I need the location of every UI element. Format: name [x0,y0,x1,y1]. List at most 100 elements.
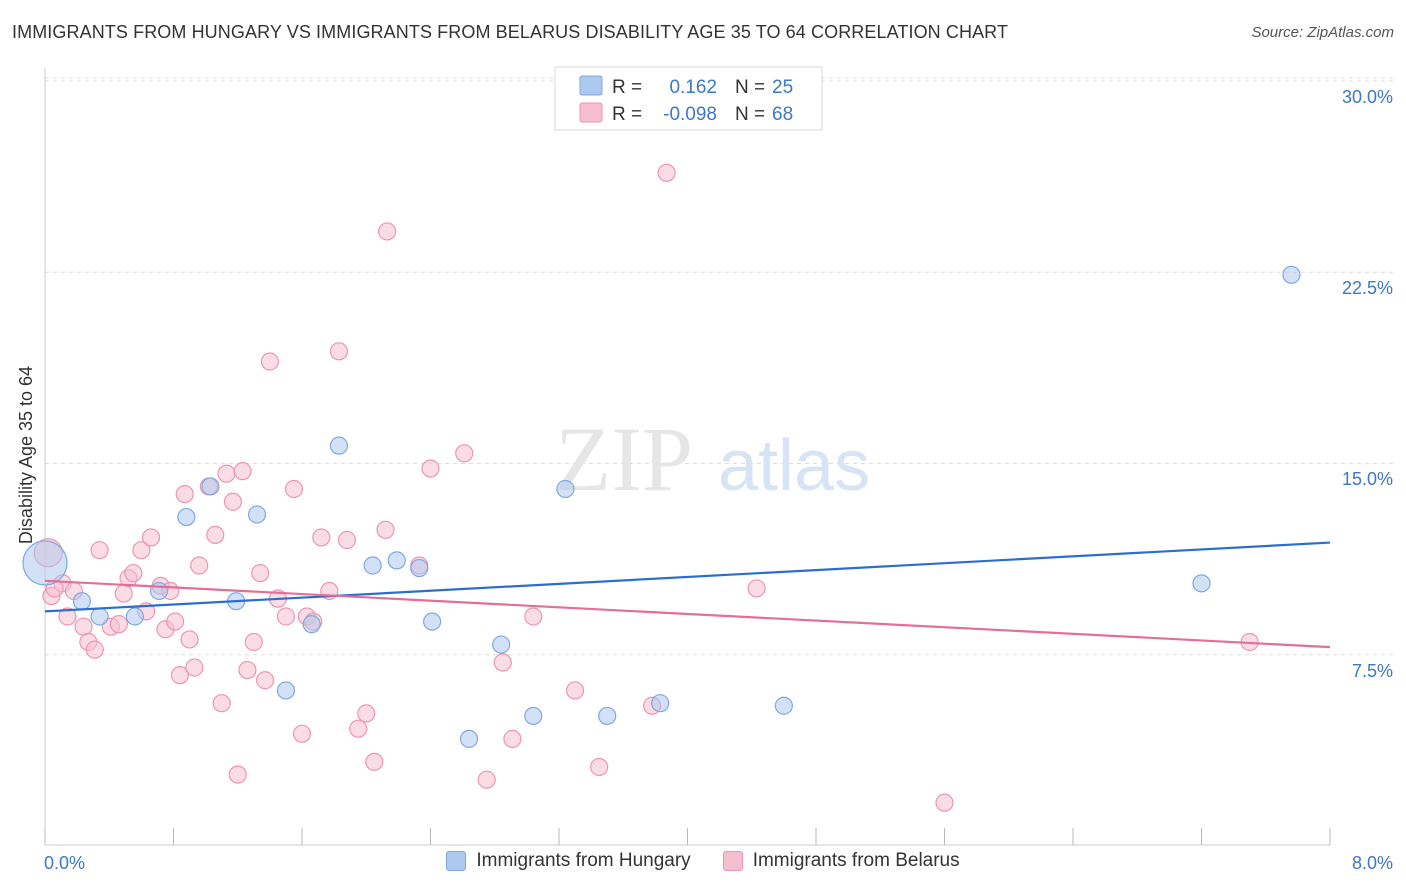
point-belarus [141,528,161,547]
point-belarus [190,556,209,575]
x-tick-label-max: 8.0% [1352,853,1393,873]
point-hungary [524,706,543,726]
point-belarus [337,530,357,550]
point-belarus [747,579,766,598]
point-hungary [410,558,429,578]
point-belarus [223,492,243,511]
point-belarus [378,222,397,241]
point-hungary [556,479,575,499]
bottom-legend: Immigrants from Hungary Immigrants from … [0,850,1406,872]
legend-n-value-belarus: 68 [772,104,793,125]
point-belarus [175,485,194,504]
point-hungary [423,612,442,631]
point-belarus [180,630,199,649]
point-belarus [503,729,522,749]
point-belarus [590,757,609,777]
legend-item-belarus[interactable]: Immigrants from Belarus [722,850,960,872]
point-hungary [1282,265,1301,284]
legend-r-label-hungary: R = [612,77,642,98]
point-belarus [477,770,496,789]
trend-layer [44,541,1331,649]
y-tick-label: 30.0% [1342,87,1393,107]
point-belarus [524,607,543,626]
legend-r-label-belarus: R = [612,104,642,125]
point-belarus [109,615,128,634]
point-belarus [85,640,104,659]
point-belarus [74,617,93,636]
point-belarus [657,163,676,182]
point-belarus [217,464,236,483]
point-belarus [251,564,270,583]
legend-n-label-hungary: N = [735,77,765,98]
point-hungary [459,729,479,749]
point-hungary [247,505,267,524]
point-belarus [455,444,474,463]
legend-r-value-belarus: -0.098 [663,104,717,125]
point-hungary [302,615,321,634]
point-hungary [125,607,145,626]
watermark-zip: ZIP [555,408,693,510]
point-belarus [376,520,395,539]
point-belarus [185,658,204,677]
legend-swatch-hungary-bottom [446,851,467,871]
point-belarus [244,632,263,652]
point-belarus [357,704,376,723]
point-belarus [493,653,512,672]
axes-layer [44,68,1331,846]
y-tick-label: 15.0% [1342,469,1393,489]
y-axis-label: Disability Age 35 to 64 [16,366,36,544]
point-hungary [387,551,406,570]
legend-n-label-belarus: N = [735,104,765,125]
top-legend: R = 0.162 N = 25 R = -0.098 N = 68 [554,66,823,131]
watermark-atlas: atlas [718,426,870,506]
point-belarus [206,525,225,545]
point-belarus [284,479,304,499]
trend-line-belarus [44,579,1331,649]
point-belarus [329,342,349,361]
point-belarus [212,694,231,713]
legend-r-value-hungary: 0.162 [669,77,717,98]
point-belarus [228,765,247,784]
point-belarus [292,724,312,743]
point-belarus [58,607,77,626]
y-tick-label: 7.5% [1352,661,1393,681]
point-belarus [114,584,133,603]
point-belarus [349,719,368,738]
point-hungary [90,607,109,626]
point-belarus [233,462,252,481]
y-tick-label: 22.5% [1342,278,1393,298]
legend-item-hungary[interactable]: Immigrants from Hungary [446,850,691,872]
point-belarus [166,612,185,631]
point-belarus [132,541,151,560]
point-hungary [492,635,511,654]
legend-swatch-belarus-bottom [722,851,743,871]
point-belarus [124,564,143,583]
point-hungary [72,592,92,611]
point-belarus [421,459,440,478]
point-belarus [565,681,585,700]
point-hungary [276,681,296,700]
point-hungary [363,556,382,575]
point-hungary [329,436,349,455]
point-hungary [177,507,196,527]
trend-line-hungary [44,541,1331,613]
point-belarus [365,752,384,771]
point-hungary [774,696,793,715]
point-belarus [260,352,279,371]
legend-n-value-hungary: 25 [772,77,793,98]
point-belarus [255,671,275,690]
point-belarus [276,607,296,626]
point-hungary [149,581,169,601]
point-belarus [238,660,257,680]
point-hungary [201,477,220,496]
point-hungary [1192,574,1211,593]
legend-label-hungary: Immigrants from Hungary [476,850,691,871]
legend-swatch-hungary [579,75,603,96]
point-hungary [651,694,670,713]
point-belarus [170,666,190,685]
chart-title: IMMIGRANTS FROM HUNGARY VS IMMIGRANTS FR… [12,22,1009,42]
source-credit: Source: ZipAtlas.com [1251,24,1394,41]
legend-swatch-belarus [579,102,603,123]
point-hungary [598,706,617,726]
